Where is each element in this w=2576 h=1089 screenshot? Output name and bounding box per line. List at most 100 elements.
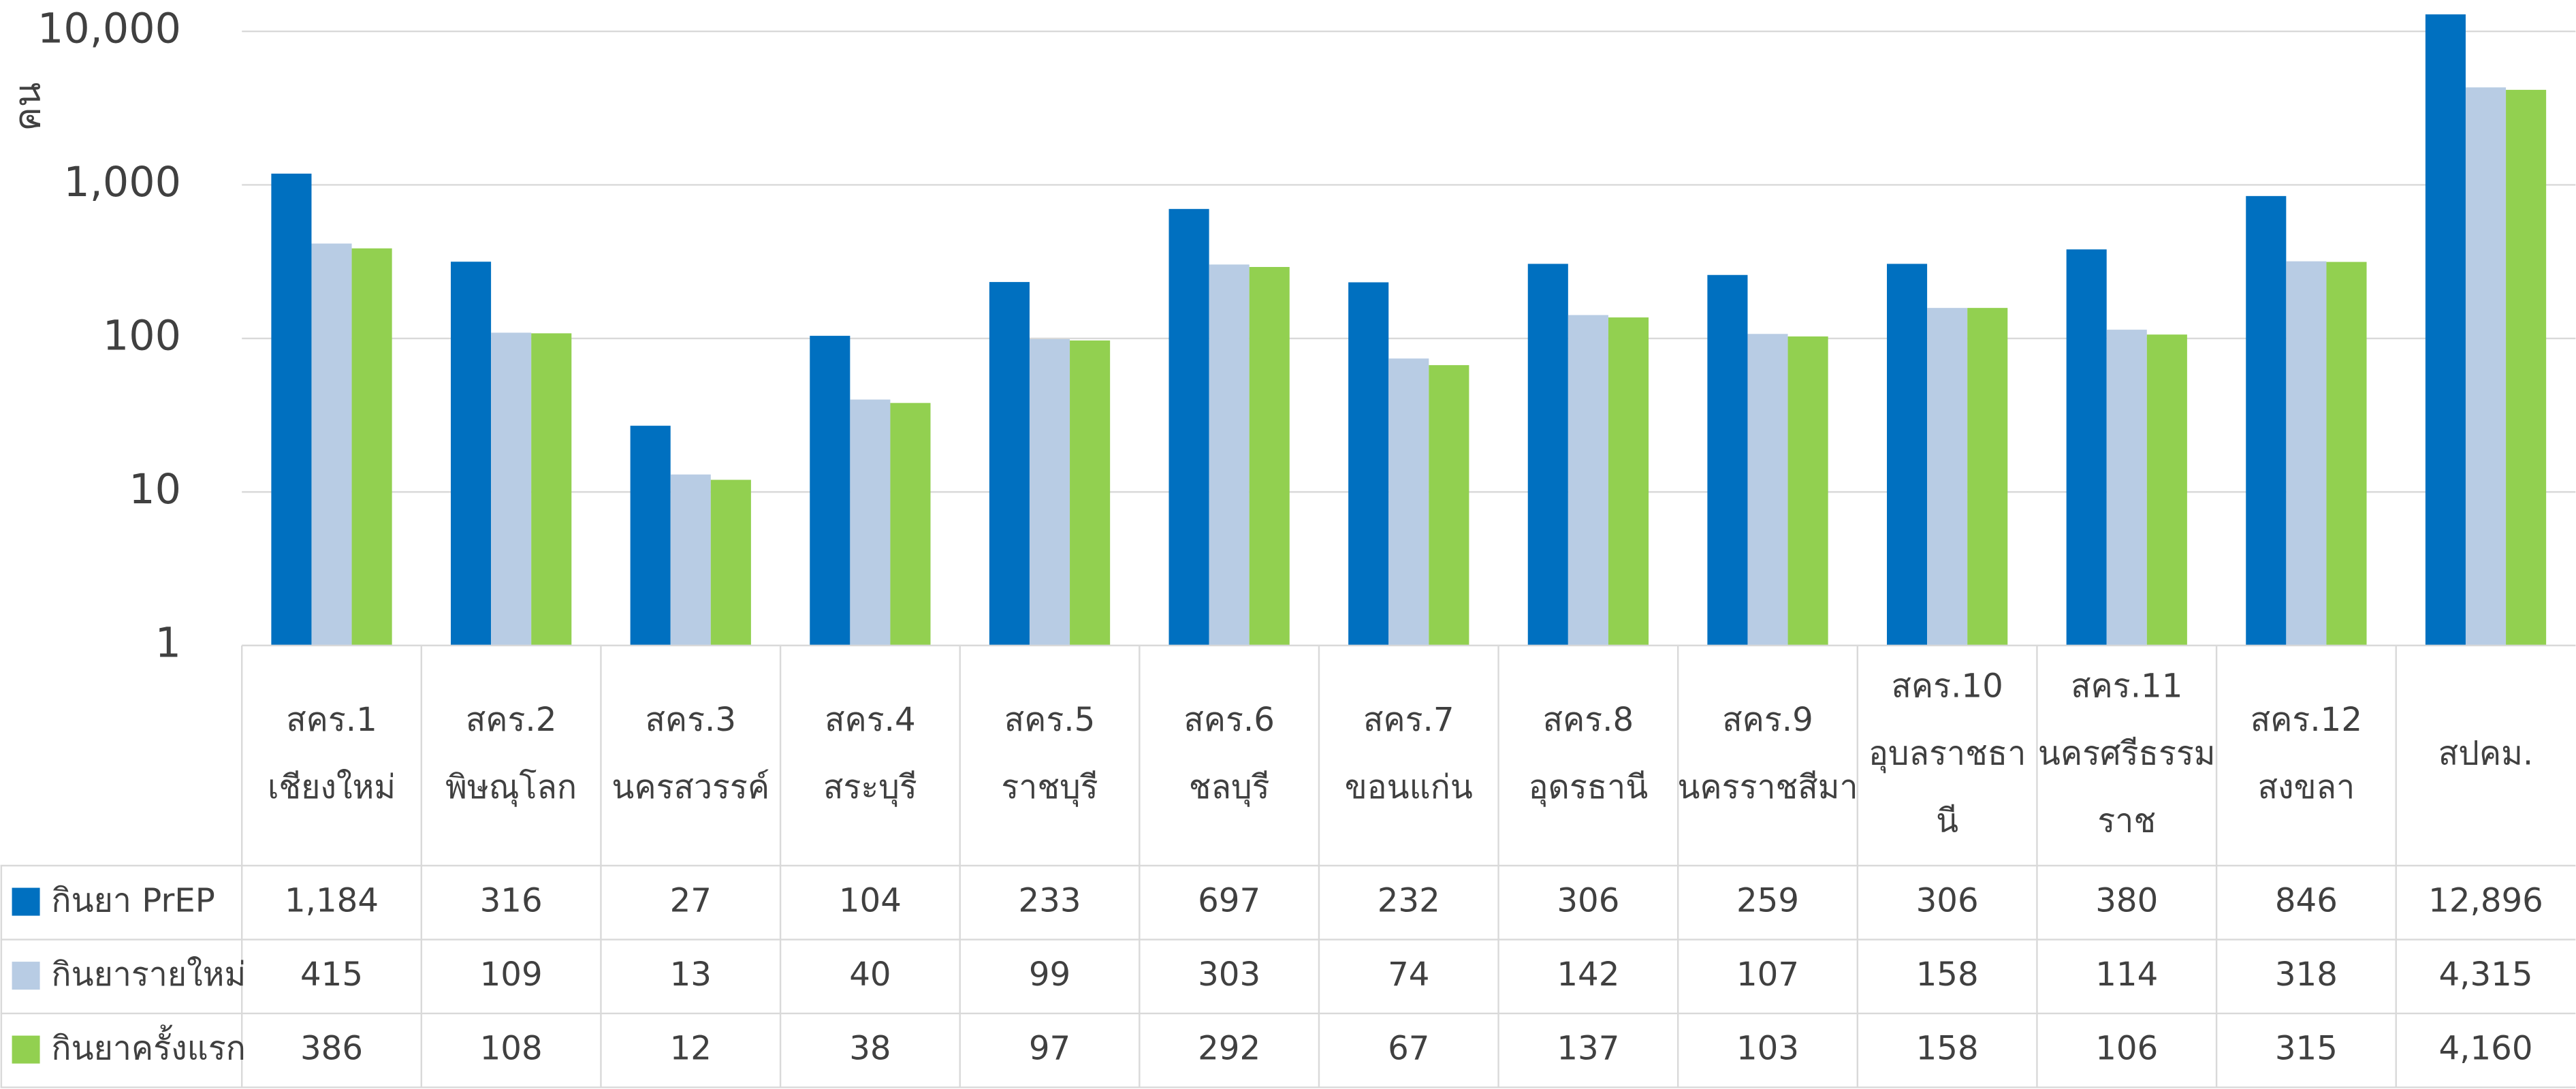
table-value: 107	[1736, 956, 1799, 994]
x-tick-label: สคร.6	[1183, 701, 1275, 739]
table-value: 303	[1198, 956, 1260, 994]
bar	[451, 262, 492, 646]
x-tick-label: ราชบุรี	[1001, 768, 1098, 807]
table-value: 67	[1388, 1029, 1429, 1067]
table-value: 306	[1557, 881, 1619, 919]
table-value: 27	[670, 881, 712, 919]
table-value: 13	[670, 956, 712, 994]
bar	[491, 332, 532, 646]
bar	[890, 403, 931, 646]
table-value: 104	[839, 881, 902, 919]
bar	[2465, 87, 2507, 646]
bar	[2425, 14, 2466, 646]
x-tick-label: สคร.5	[1004, 701, 1096, 739]
bar	[1967, 308, 2008, 646]
bar	[1707, 274, 1748, 646]
y-tick-label: 1,000	[63, 159, 181, 206]
legend-swatch	[12, 887, 40, 916]
bar	[2066, 249, 2107, 646]
x-tick-label: สคร.8	[1543, 701, 1634, 739]
x-tick-label: สระบุรี	[823, 768, 917, 807]
bar	[2506, 89, 2547, 646]
table-value: 74	[1388, 956, 1429, 994]
bar	[311, 243, 352, 646]
table-value: 137	[1557, 1029, 1619, 1067]
x-tick-label: ขอนแก่น	[1345, 768, 1473, 806]
bar	[1249, 267, 1290, 646]
x-tick-label: สคร.4	[825, 701, 916, 739]
bar	[1527, 264, 1568, 646]
x-tick-label: สคร.12	[2251, 701, 2362, 739]
legend-label: กินยา PrEP	[51, 881, 214, 919]
table-value: 4,160	[2438, 1029, 2532, 1067]
y-tick-label: 1	[155, 619, 181, 667]
table-value: 233	[1018, 881, 1081, 919]
y-tick-label: 10	[129, 466, 181, 514]
table-value: 315	[2275, 1029, 2338, 1067]
x-tick-label: นครศรีธรรม	[2038, 734, 2216, 772]
table-value: 1,184	[285, 881, 379, 919]
table-value: 316	[480, 881, 543, 919]
x-tick-label: นี	[1936, 802, 1958, 840]
table-value: 99	[1029, 956, 1070, 994]
table-value: 97	[1029, 1029, 1070, 1067]
table-value: 386	[300, 1029, 363, 1067]
x-tick-label: สปคม.	[2438, 734, 2533, 772]
table-value: 4,315	[2438, 956, 2532, 994]
bar	[989, 282, 1030, 646]
y-tick-label: 10,000	[37, 5, 181, 53]
table-value: 292	[1198, 1029, 1260, 1067]
x-tick-label: สคร.1	[286, 701, 377, 739]
bar	[1747, 334, 1788, 646]
x-tick-label: พิษณุโลก	[445, 768, 577, 807]
bar	[1429, 365, 1469, 646]
bar	[810, 336, 850, 646]
table-value: 259	[1736, 881, 1799, 919]
bar	[2146, 334, 2187, 646]
table-value: 114	[2095, 956, 2158, 994]
table-value: 38	[849, 1029, 891, 1067]
bar	[351, 248, 392, 646]
x-tick-label: เชียงใหม่	[268, 768, 396, 806]
x-tick-label: สงขลา	[2258, 768, 2355, 806]
table-value: 12,896	[2428, 881, 2543, 919]
x-tick-label: สคร.7	[1363, 701, 1454, 739]
bar	[271, 173, 312, 646]
x-tick-label: ราช	[2097, 802, 2156, 840]
bar	[2286, 261, 2327, 646]
table-value: 846	[2275, 881, 2338, 919]
table-value: 142	[1557, 956, 1619, 994]
x-tick-label: นครสวรรค์	[611, 768, 769, 806]
bar	[1568, 315, 1608, 646]
legend-swatch	[12, 1035, 40, 1064]
x-tick-label: สคร.9	[1722, 701, 1813, 739]
bar	[710, 479, 751, 646]
table-value: 106	[2095, 1029, 2158, 1067]
x-tick-label: ชลบุรี	[1189, 768, 1270, 807]
bar	[1209, 264, 1250, 646]
legend-swatch	[12, 962, 40, 990]
x-tick-label: อุดรธานี	[1529, 768, 1649, 807]
table-value: 232	[1378, 881, 1440, 919]
bar	[850, 399, 891, 646]
bar	[1787, 336, 1828, 646]
bar	[1887, 264, 1928, 646]
bar	[670, 474, 711, 646]
table-value: 103	[1736, 1029, 1799, 1067]
legend-label: กินยารายใหม่	[51, 956, 246, 994]
x-tick-label: สคร.2	[466, 701, 557, 739]
y-tick-label: 100	[103, 313, 181, 360]
x-tick-label: สคร.10	[1891, 667, 2003, 706]
table-value: 109	[480, 956, 543, 994]
table-value: 697	[1198, 881, 1260, 919]
legend-label: กินยาครั้งแรก	[51, 1024, 245, 1067]
bar	[1927, 308, 1968, 646]
x-tick-label: สคร.11	[2071, 667, 2182, 706]
x-tick-label: อุบลราชธา	[1869, 734, 2026, 773]
bar	[2326, 262, 2367, 646]
bar	[1608, 317, 1649, 646]
bar	[1168, 208, 1209, 646]
y-axis-label: คน	[7, 82, 49, 131]
table-value: 158	[1916, 956, 1979, 994]
